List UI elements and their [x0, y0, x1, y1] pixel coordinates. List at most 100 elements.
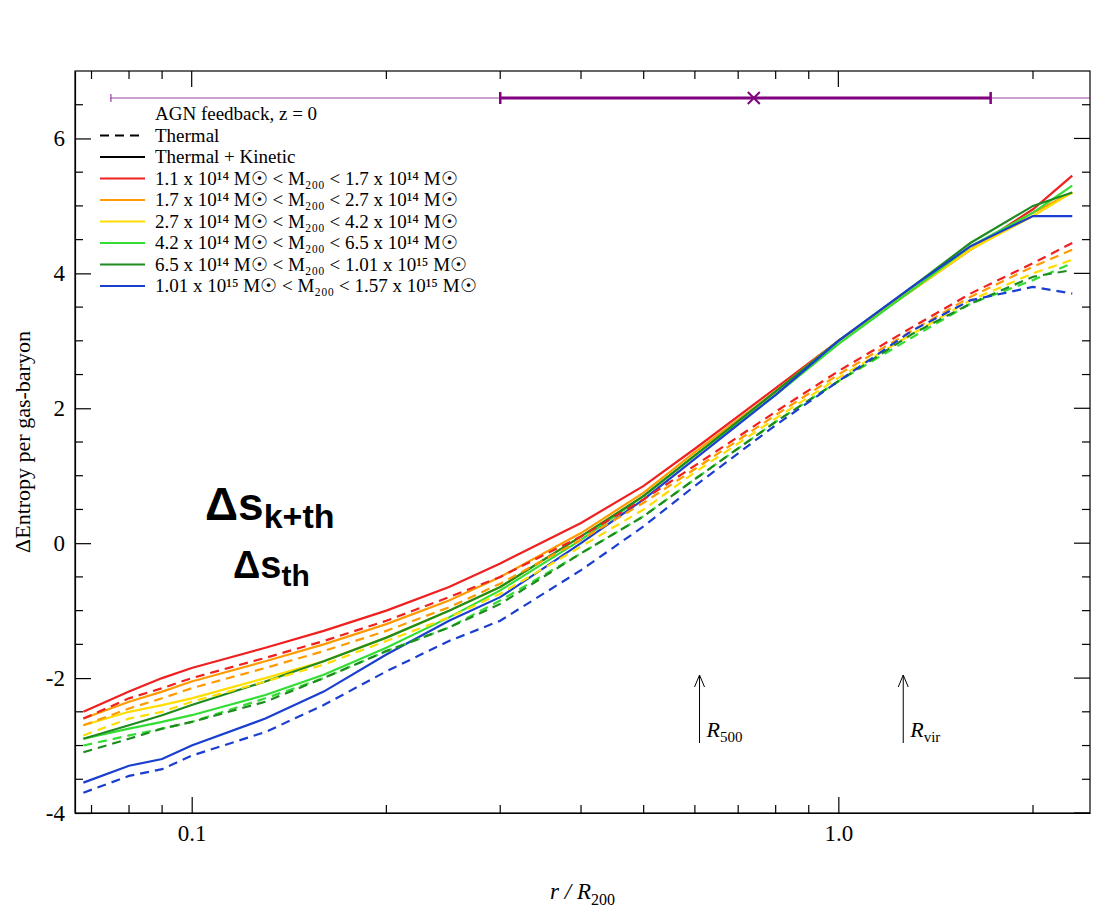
- range-bar-outer: [111, 97, 1090, 98]
- y-minor-tick: [75, 306, 83, 307]
- marker-label-main: R: [706, 717, 721, 742]
- x-minor-tick: [775, 805, 776, 813]
- x-minor-tick-top: [91, 71, 92, 79]
- y-minor-tick: [75, 340, 83, 341]
- y-minor-tick-right: [1082, 610, 1090, 611]
- y-tick-mark: [75, 138, 91, 139]
- x-minor-tick: [580, 805, 581, 813]
- marker-label-main: R: [909, 717, 924, 742]
- x-minor-tick: [91, 805, 92, 813]
- annotation: Δsth: [233, 544, 310, 592]
- y-minor-tick: [75, 104, 83, 105]
- y-tick: 6: [54, 126, 92, 151]
- y-minor-tick-right: [1082, 239, 1090, 240]
- y-minor-tick: [75, 644, 83, 645]
- legend-label: Thermal + Kinetic: [155, 146, 296, 167]
- x-tick: 0.1: [178, 797, 207, 846]
- legend-swatch: [100, 199, 145, 201]
- marker-label-sub: vir: [924, 729, 941, 745]
- annotation: Δsk+th: [205, 478, 335, 535]
- y-minor-tick-right: [1082, 711, 1090, 712]
- y-tick-label: -2: [46, 666, 65, 691]
- y-tick-mark: [75, 678, 91, 679]
- y-tick-mark-right: [1074, 812, 1090, 813]
- x-minor-tick-top: [162, 71, 163, 79]
- y-minor-tick: [75, 441, 83, 442]
- series-line: [83, 270, 1072, 752]
- y-minor-tick: [75, 509, 83, 510]
- x-tick-mark: [192, 797, 193, 813]
- y-tick-label: 0: [54, 531, 66, 556]
- y-minor-tick-right: [1082, 779, 1090, 780]
- y-minor-tick: [75, 205, 83, 206]
- x-minor-tick: [738, 805, 739, 813]
- y-minor-tick: [75, 711, 83, 712]
- x-minor-tick: [128, 805, 129, 813]
- series-line: [83, 186, 1072, 739]
- markers: R500Rvir: [695, 675, 941, 745]
- chart-container: 0.11.0-4-20246r / R200ΔEntropy per gas-b…: [0, 0, 1106, 913]
- marker-label-sub: 500: [720, 729, 743, 745]
- y-tick: 2: [54, 396, 92, 421]
- range-bar-outer-end: [110, 94, 111, 102]
- legend-swatch: [100, 156, 145, 158]
- legend-swatch: [100, 135, 145, 137]
- legend-swatch: [100, 242, 145, 244]
- y-axis: -4-20246: [46, 72, 91, 826]
- y-tick-mark-right: [1074, 408, 1090, 409]
- x-minor-tick-top: [500, 71, 501, 79]
- legend-label: 1.01 x 10¹⁵ M☉ < M₂₀₀ < 1.57 x 10¹⁵ M☉: [155, 275, 477, 296]
- y-minor-tick-right: [1082, 576, 1090, 577]
- x-minor-tick-top: [386, 71, 387, 79]
- legend-title: AGN feedback, z = 0: [155, 103, 317, 124]
- annotation-main: Δs: [233, 544, 281, 586]
- legend-swatch: [100, 220, 145, 222]
- x-tick: 1.0: [824, 797, 853, 846]
- y-minor-tick: [75, 374, 83, 375]
- y-tick-mark: [75, 408, 91, 409]
- series-line: [83, 287, 1072, 793]
- legend-label: 4.2 x 10¹⁴ M☉ < M₂₀₀ < 6.5 x 10¹⁴ M☉: [155, 232, 458, 253]
- x-minor-tick-top: [1032, 71, 1033, 79]
- series-line: [83, 192, 1072, 738]
- tick-marks: [75, 71, 1090, 813]
- y-minor-tick: [75, 779, 83, 780]
- range-bar-inner-end: [989, 92, 992, 104]
- x-minor-tick: [643, 805, 644, 813]
- legend: AGN feedback, z = 0ThermalThermal + Kine…: [100, 103, 477, 296]
- y-tick: 0: [54, 531, 92, 556]
- series-line: [83, 176, 1072, 712]
- y-minor-tick-right: [1082, 104, 1090, 105]
- x-minor-tick-top: [128, 71, 129, 79]
- series-line: [83, 192, 1072, 725]
- legend-label: 6.5 x 10¹⁴ M☉ < M₂₀₀ < 1.01 x 10¹⁵ M☉: [155, 254, 467, 275]
- y-minor-tick-right: [1082, 644, 1090, 645]
- x-minor-tick-top: [643, 71, 644, 79]
- x-axis: 0.1 1.0: [76, 797, 1091, 846]
- annotation-main: Δs: [205, 478, 264, 530]
- marker-arrow: [699, 675, 700, 743]
- legend-swatch: [100, 285, 145, 287]
- x-axis-title: r / R200: [550, 879, 615, 908]
- x-minor-tick: [500, 805, 501, 813]
- y-tick: -2: [46, 666, 91, 691]
- y-minor-tick: [75, 610, 83, 611]
- x-axis-title-sub: 200: [591, 891, 615, 908]
- x-tick-mark-top: [191, 71, 192, 87]
- x-minor-tick-top: [580, 71, 581, 79]
- series-line: [83, 250, 1072, 726]
- x-minor-tick-top: [738, 71, 739, 79]
- y-tick-mark: [75, 813, 91, 814]
- y-minor-tick-right: [1082, 172, 1090, 173]
- y-minor-tick-right: [1082, 475, 1090, 476]
- marker-label: Rvir: [909, 717, 940, 745]
- y-minor-tick-right: [1082, 441, 1090, 442]
- x-minor-tick: [162, 805, 163, 813]
- background: [0, 0, 1106, 913]
- x-minor-tick-top: [775, 71, 776, 79]
- x-tick-label: 1.0: [824, 821, 853, 846]
- marker-arrowhead: [898, 675, 908, 687]
- y-minor-tick-right: [1082, 340, 1090, 341]
- y-tick-label: -4: [46, 801, 66, 826]
- y-axis-title: ΔEntropy per gas-baryon: [10, 331, 35, 553]
